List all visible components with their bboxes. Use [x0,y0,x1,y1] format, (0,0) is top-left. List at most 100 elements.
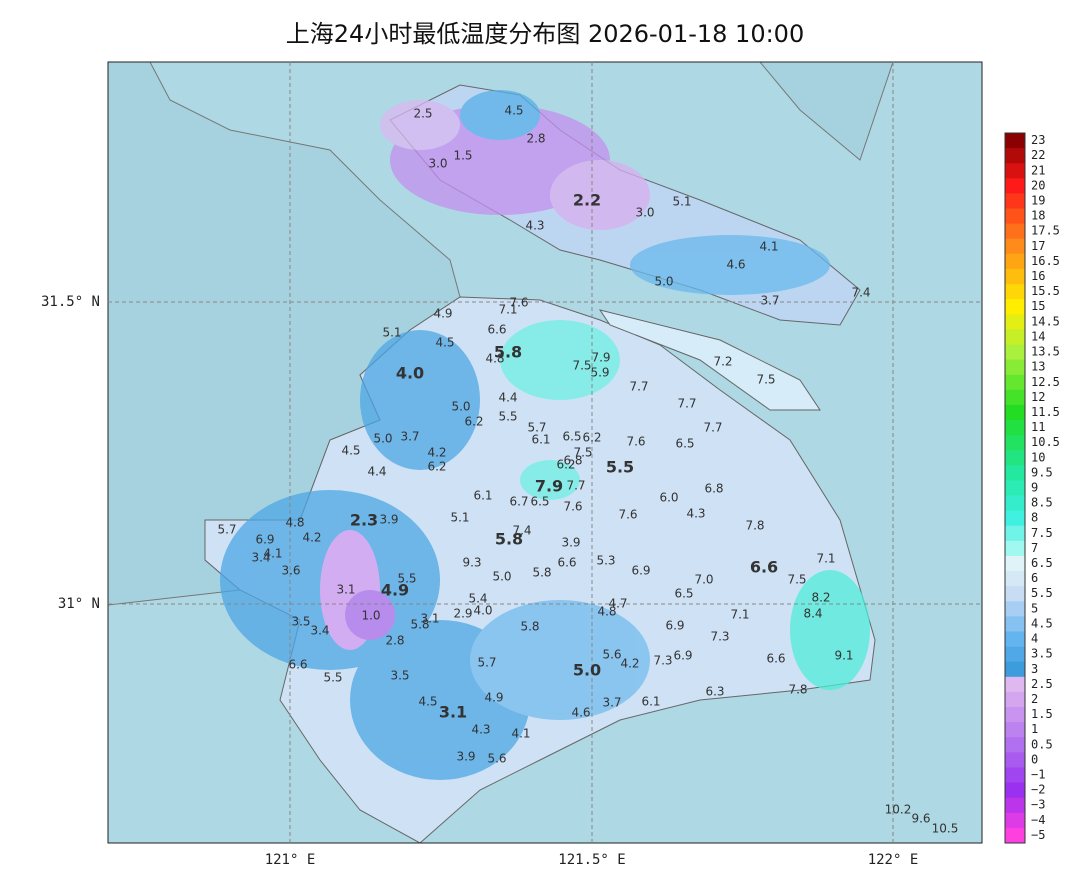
colorbar-label: 21 [1031,163,1045,177]
station-value: 7.1 [498,303,517,317]
colorbar-label: 10 [1031,450,1045,464]
station-value: 6.3 [705,685,724,699]
district-value: 3.1 [439,703,467,722]
colorbar-segment [1005,540,1025,557]
station-value: 6.6 [487,323,506,337]
station-value: 2.8 [385,634,404,648]
map-area [108,62,982,843]
district-value: 7.9 [535,477,563,496]
station-value: 3.4 [310,624,329,638]
district-value: 5.8 [495,530,523,549]
colorbar-segment [1005,752,1025,768]
station-value: 4.9 [484,691,503,705]
colorbar-label: 16.5 [1031,254,1060,268]
district-value: 6.6 [750,558,778,577]
station-value: 6.1 [641,695,660,709]
station-value: 6.9 [255,533,274,547]
station-value: 7.9 [591,351,610,365]
station-value: 4.1 [263,547,282,561]
colorbar-segment [1005,525,1025,542]
graticule [108,62,982,843]
station-value: 5.4 [468,592,487,606]
station-value: 4.9 [433,307,452,321]
colorbar-segment [1005,178,1025,194]
colorbar-label: 3 [1031,662,1038,676]
station-value: 4.3 [525,219,544,233]
station-value: 5.1 [450,511,469,525]
station-value: 7.8 [788,683,807,697]
station-value: 4.8 [485,352,504,366]
station-value: 6.8 [704,482,723,496]
colorbar-label: 13 [1031,360,1045,374]
colorbar-label: 13.5 [1031,345,1060,359]
station-value: 5.1 [382,326,401,340]
colorbar-label: 12.5 [1031,375,1060,389]
station-value: 6.2 [556,458,575,472]
colorbar-label: −3 [1031,798,1045,812]
colorbar-segment [1005,480,1025,497]
colorbar-segment [1005,450,1025,466]
station-value: 6.6 [766,652,785,666]
station-value: 7.6 [618,508,637,522]
colorbar-segment [1005,767,1025,784]
station-value: 7.4 [851,286,870,300]
station-value: 4.3 [686,507,705,521]
station-value: 6.8 [563,454,582,468]
station-value: 7.2 [713,355,732,369]
colorbar-label: 22 [1031,148,1045,162]
station-value: 8.2 [811,591,830,605]
station-value: 5.8 [410,618,429,632]
colorbar-segment [1005,707,1025,723]
colorbar-label: 5 [1031,601,1038,615]
colorbar-segment [1005,374,1025,391]
latitude-label: 31.5° N [41,294,100,310]
colorbar-segment [1005,737,1025,753]
colorbar-label: 2 [1031,692,1038,706]
station-value: 7.3 [710,630,729,644]
colorbar-segment [1005,389,1025,406]
map-frame [107,61,983,844]
station-value: 3.7 [602,696,621,710]
colorbar-label: 16 [1031,269,1045,283]
colorbar-segment [1005,616,1025,633]
colorbar-label: 7.5 [1031,526,1053,540]
station-value: 6.6 [288,658,307,672]
station-value: 6.5 [562,430,581,444]
station-value: 5.3 [596,554,615,568]
station-value: 6.9 [673,649,692,663]
colorbar-label: 9 [1031,481,1038,495]
station-value: 10.5 [932,822,959,836]
longitude-label: 121° E [265,852,316,868]
station-value: 6.1 [473,489,492,503]
station-value: 5.5 [498,410,517,424]
station-value: 6.0 [659,491,678,505]
station-value: 3.7 [760,294,779,308]
station-value: 4.2 [427,446,446,460]
station-value: 1.0 [361,609,380,623]
station-value: 5.0 [492,570,511,584]
station-value: 4.4 [498,391,517,405]
station-value: 7.6 [626,435,645,449]
station-value: 3.0 [635,206,654,220]
colorbar-label: 9.5 [1031,465,1053,479]
colorbar-label: 12 [1031,390,1045,404]
colorbar-segment [1005,510,1025,527]
land-north [759,62,894,161]
colorbar-segment [1005,314,1025,330]
station-value: 7.7 [629,380,648,394]
colorbar-label: 11 [1031,420,1045,434]
colorbar-label: 14 [1031,329,1045,343]
station-value: 3.9 [456,750,475,764]
colorbar-label: 0.5 [1031,737,1053,751]
colorbar-segment [1005,601,1025,617]
changxing-island [598,309,821,411]
station-value: 10.2 [885,803,912,817]
station-value: 4.8 [285,516,304,530]
station-value: 4.6 [571,706,590,720]
station-value: 6.9 [665,619,684,633]
station-value: 7.5 [572,359,591,373]
colorbar-segment [1005,223,1025,240]
colorbar-segment [1005,163,1025,179]
station-value: 3.7 [400,430,419,444]
district-value: 5.8 [494,343,522,362]
